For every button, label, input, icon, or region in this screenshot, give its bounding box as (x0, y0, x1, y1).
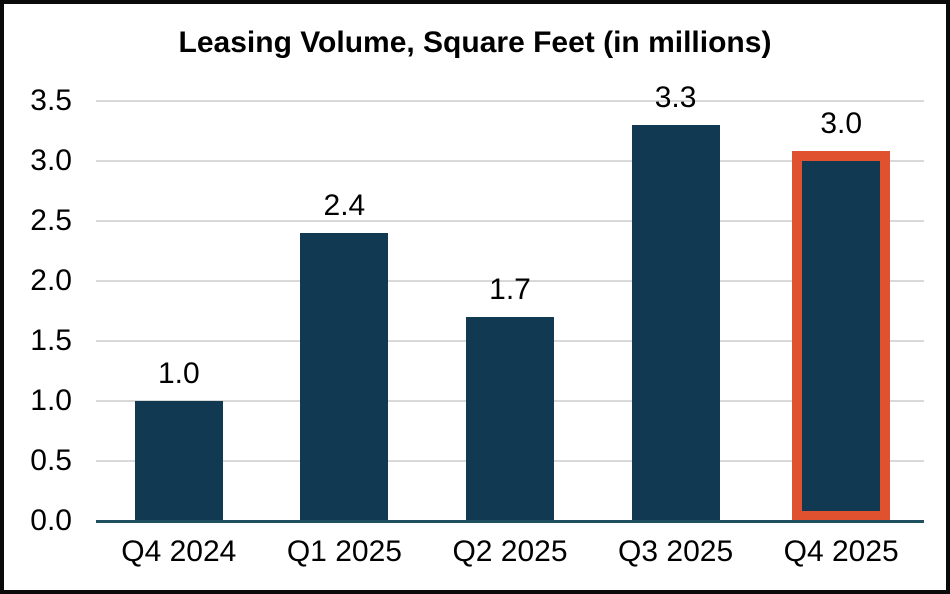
bar (300, 233, 389, 521)
y-tick-label: 2.0 (30, 264, 72, 297)
chart-title: Leasing Volume, Square Feet (in millions… (178, 26, 772, 59)
gridline (96, 100, 924, 102)
y-tick-label: 1.5 (30, 324, 72, 357)
y-tick-label: 0.0 (30, 504, 72, 537)
bar-value-label: 3.3 (654, 81, 697, 114)
bar (631, 125, 720, 521)
x-tick-label: Q1 2025 (286, 535, 402, 568)
bar (466, 317, 554, 521)
y-tick-label: 3.5 (30, 84, 72, 117)
gridline (96, 220, 924, 222)
gridline (96, 160, 924, 162)
gridline (96, 280, 924, 282)
y-tick-label: 3.0 (30, 144, 72, 177)
x-tick-label: Q4 2024 (121, 535, 237, 568)
bar-value-label: 2.4 (323, 189, 366, 222)
y-tick-label: 0.5 (30, 444, 72, 477)
x-axis-line (96, 520, 924, 523)
x-tick-label: Q4 2025 (783, 535, 899, 568)
x-tick-label: Q2 2025 (452, 535, 568, 568)
x-tick-label: Q3 2025 (618, 535, 734, 568)
plot-area: 0.0 0.5 1.0 1.5 2.0 2.5 3.0 3.5 1.0 2.4 1.7 3.3 3.0… (4, 4, 946, 590)
bar (134, 401, 223, 521)
y-tick-label: 1.0 (30, 384, 72, 417)
bar-value-label: 1.7 (489, 273, 531, 306)
y-tick-label: 2.5 (30, 204, 72, 237)
bar-value-label: 3.0 (820, 107, 863, 140)
bar-highlighted (792, 151, 891, 521)
bar-value-label: 1.0 (157, 357, 200, 390)
